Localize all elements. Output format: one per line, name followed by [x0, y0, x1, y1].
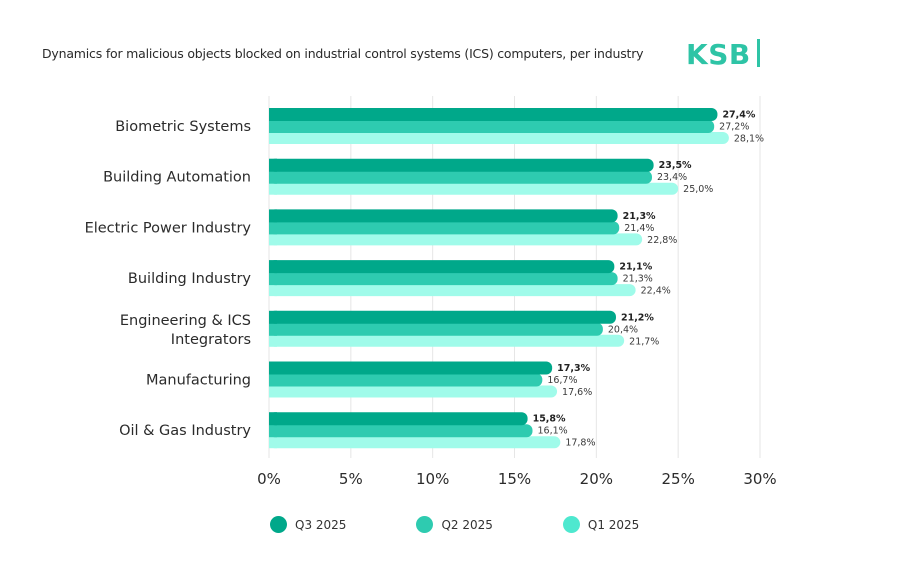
bar-q3-2025 [269, 412, 528, 426]
bar-edge [269, 385, 277, 398]
bar-edge [269, 233, 277, 246]
legend-label: Q2 2025 [441, 517, 493, 532]
value-label: 17,8% [565, 438, 595, 449]
category-label: Building Automation [103, 170, 251, 186]
x-tick-label: 0% [257, 470, 281, 488]
bar-q1-2025 [269, 385, 558, 398]
category-labels: Biometric Systems Building Automation Elec… [85, 119, 252, 439]
bar-edge [269, 361, 277, 375]
bar-q1-2025 [269, 334, 625, 347]
bar-edge [269, 436, 277, 449]
bar-q1-2025 [269, 436, 561, 449]
bar-edge [269, 334, 277, 347]
bar-edge [269, 260, 277, 274]
bar-q2-2025 [269, 373, 543, 387]
bar-q2-2025 [269, 272, 618, 286]
x-axis-ticks: 0% 5% 10% 15% 20% 25% 30% [257, 470, 777, 488]
legend-item-q1: Q1 2025 [562, 516, 640, 533]
logo-text: KSB [686, 38, 751, 71]
value-label: 21,3% [623, 211, 656, 222]
x-tick-label: 20% [580, 470, 613, 488]
legend-swatch-q3 [270, 516, 287, 533]
value-label: 23,5% [659, 160, 692, 171]
value-label: 21,1% [619, 262, 652, 273]
bar-edge [269, 424, 277, 438]
bar-edge [269, 158, 277, 172]
bar-edge [269, 209, 277, 223]
value-label: 17,6% [562, 387, 592, 398]
legend: Q3 2025 Q2 2025 Q1 2025 [270, 516, 709, 533]
x-tick-label: 10% [416, 470, 449, 488]
value-label: 27,4% [722, 110, 755, 121]
x-tick-label: 5% [339, 470, 363, 488]
bar-q3-2025 [269, 209, 618, 223]
logo-bar-icon [756, 39, 760, 67]
bar-q1-2025 [269, 182, 679, 195]
bar-q2-2025 [269, 322, 603, 336]
bar-edge [269, 182, 277, 195]
bar-edge [269, 310, 277, 324]
chart-title: Dynamics for malicious objects blocked o… [42, 46, 644, 61]
bar-q2-2025 [269, 170, 652, 184]
bar-q3-2025 [269, 260, 615, 274]
value-label: 21,4% [624, 223, 654, 234]
bar-q3-2025 [269, 108, 718, 121]
legend-label: Q3 2025 [295, 517, 347, 532]
value-label: 16,7% [547, 375, 577, 386]
bar-edge [269, 322, 277, 336]
value-label: 22,8% [647, 235, 677, 246]
category-label: Oil & Gas Industry [119, 423, 251, 439]
value-label: 23,4% [657, 172, 687, 183]
value-label: 20,4% [608, 324, 638, 335]
legend-swatch-q2 [416, 516, 434, 533]
value-label: 27,2% [719, 122, 749, 133]
value-label: 17,3% [557, 363, 590, 374]
value-labels: 27,4%27,2%28,1%23,5%23,4%25,0%21,3%21,4%… [533, 110, 764, 449]
bar-q2-2025 [269, 120, 715, 133]
x-tick-label: 30% [743, 470, 776, 488]
bar-q1-2025 [269, 284, 636, 297]
x-tick-label: 15% [498, 470, 531, 488]
bar-q3-2025 [269, 361, 553, 375]
bar-edge [269, 132, 277, 144]
bar-edge [269, 284, 277, 297]
ksb-logo: KSB [686, 38, 760, 71]
bar-q2-2025 [269, 424, 533, 438]
bar-edge [269, 221, 277, 235]
value-label: 22,4% [641, 286, 671, 297]
bar-edge [269, 108, 277, 121]
x-tick-label: 25% [661, 470, 694, 488]
category-label: Manufacturing [146, 373, 251, 389]
bar-edge [269, 412, 277, 426]
bar-q1-2025 [269, 233, 643, 246]
legend-label: Q1 2025 [587, 517, 640, 532]
value-label: 15,8% [533, 414, 566, 425]
category-label: Biometric Systems [115, 119, 251, 135]
legend-swatch-q1 [562, 516, 580, 533]
bar-q1-2025 [269, 132, 729, 144]
category-label: Building Industry [128, 271, 251, 287]
value-label: 28,1% [734, 134, 764, 145]
category-label: Engineering & ICS Integrators [120, 313, 251, 348]
bar-edge [269, 120, 277, 133]
legend-item-q3: Q3 2025 [270, 516, 346, 533]
bar-q2-2025 [269, 221, 620, 235]
bar-edge [269, 272, 277, 286]
legend-item-q2: Q2 2025 [416, 516, 493, 533]
bar-q3-2025 [269, 158, 654, 172]
value-label: 21,7% [629, 336, 659, 347]
bar-q3-2025 [269, 310, 616, 324]
value-label: 21,2% [621, 312, 654, 323]
value-label: 21,3% [623, 274, 653, 285]
category-label: Electric Power Industry [85, 220, 252, 236]
bar-edge [269, 373, 277, 387]
value-label: 16,1% [538, 426, 568, 437]
value-label: 25,0% [683, 184, 713, 195]
bar-edge [269, 170, 277, 184]
bars [269, 108, 729, 449]
